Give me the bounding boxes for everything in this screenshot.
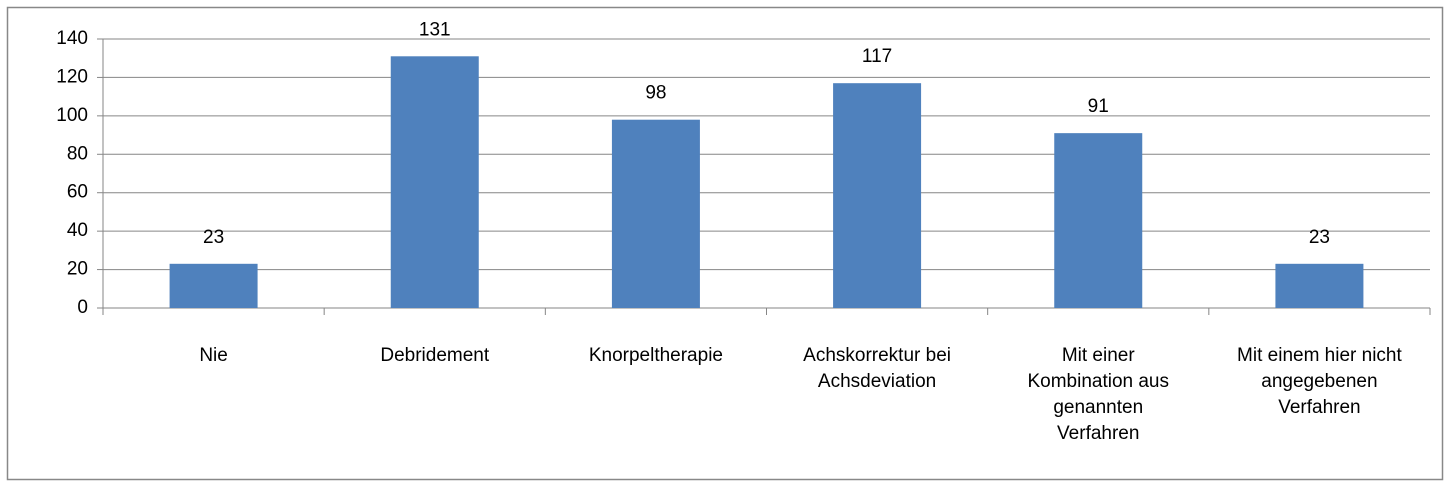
bar [833, 83, 922, 308]
data-label: 23 [203, 227, 224, 248]
x-tick-label: Achskorrektur bei Achsdeviation [803, 345, 951, 392]
x-tick-label: Mit einer Kombination aus genannten Verfahr… [1027, 345, 1169, 444]
bar [169, 263, 258, 308]
y-tick-label: 140 [56, 28, 88, 49]
bar [1275, 263, 1364, 308]
bar [611, 119, 700, 308]
x-tick-label: Knorpeltherapie [589, 345, 723, 366]
data-label: 23 [1309, 227, 1330, 248]
y-tick-label: 20 [67, 259, 88, 280]
data-label: 91 [1088, 96, 1109, 117]
data-label: 117 [862, 46, 892, 67]
bar [1054, 133, 1143, 308]
y-tick-label: 100 [56, 105, 88, 126]
data-label: 98 [645, 83, 666, 104]
y-tick-label: 120 [56, 66, 88, 87]
y-tick-label: 60 [67, 182, 88, 203]
x-tick-label: Nie [199, 345, 228, 366]
data-label: 131 [419, 19, 451, 40]
y-tick-label: 40 [67, 220, 88, 241]
x-tick-label: Mit einem hier nicht angegebenen Verfahren [1237, 345, 1402, 418]
y-tick-label: 0 [77, 297, 88, 318]
x-tick-label: Debridement [380, 345, 489, 366]
bar [390, 56, 479, 308]
chart-border [6, 6, 1444, 481]
y-tick-label: 80 [67, 143, 88, 164]
